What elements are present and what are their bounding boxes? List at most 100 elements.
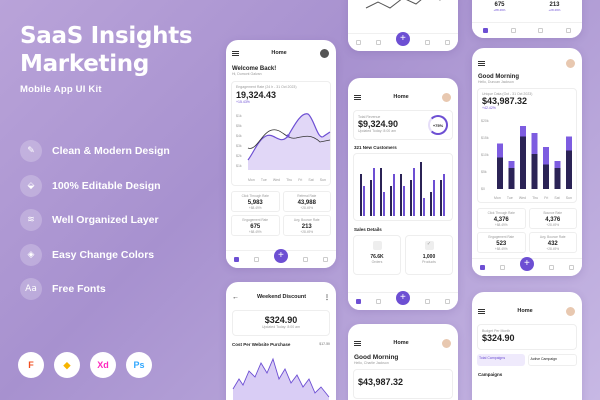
x-tick: Sat [308,178,314,182]
avatar[interactable] [565,305,576,317]
sales-card-orders[interactable]: 76.6K Orders [353,235,401,275]
back-arrow-icon[interactable]: ← [232,293,239,301]
metric-delta: +42.42% [482,106,496,110]
unique-data-bar-light [566,136,572,151]
y-tick: $4k [236,134,242,138]
nav-profile-icon[interactable] [565,28,571,33]
tab-active-campaign[interactable]: Active Campaign [527,354,577,366]
feature-item: ≋ Well Organized Layer [20,209,170,231]
stat-label: Bounce Rate [543,211,562,215]
menu-icon[interactable] [354,94,361,100]
sales-card-products[interactable]: ✓ 1,000 Products [405,235,453,275]
nav-chart-icon[interactable] [375,40,381,45]
revenue-label: Total Revenue [358,115,381,119]
greeting: Welcome Back! [232,66,277,72]
screen-title: Home [393,94,409,100]
sales-label: Orders [371,260,383,264]
add-button[interactable]: + [395,290,410,305]
menu-icon[interactable] [354,340,361,346]
nav-home-icon[interactable] [355,40,361,45]
avatar[interactable] [565,57,576,69]
nav-home-icon[interactable] [233,257,239,262]
stat-label: Avg. Bounce Rate [293,218,320,222]
nav-bell-icon[interactable] [549,265,555,270]
feature-item: ◈ Easy Change Colors [20,243,170,266]
y-tick: $5k [481,170,487,174]
stat-value: 675 [494,2,505,8]
add-button[interactable]: + [519,256,534,271]
bottom-nav [472,22,582,38]
stat-delta: +28.49% [548,8,561,12]
nav-chart-icon[interactable] [499,265,505,270]
stat-grid: Click Through Rate 5,983 +88.49% Referral … [226,191,336,236]
nav-chart-icon[interactable] [253,257,259,262]
unique-data-bars [497,126,572,189]
stat-grid: Click Through Rate 4,376 +88.49% Bounce Ra… [472,208,582,253]
y-tick: $2k [236,154,242,158]
customers-bar-light [403,186,405,216]
nav-bell-icon[interactable] [425,299,431,304]
stat-card[interactable]: Avg. Bounce Rate 213 +28.49% [282,215,331,236]
avatar[interactable] [441,91,452,103]
engagement-card: Engagement Rate (24 h - 31 Oct 2023) 19,… [231,81,331,186]
customers-bar-light [443,174,445,216]
menu-icon[interactable] [232,50,239,56]
hero-subtitle: Mobile App UI Kit [20,84,102,95]
feature-item: ⬙ 100% Editable Design [20,174,170,197]
nav-profile-icon[interactable] [445,40,451,45]
add-button[interactable]: + [273,248,288,263]
nav-profile-icon[interactable] [445,299,451,304]
stat-card[interactable]: Click Through Rate 4,376 +88.49% [477,208,526,229]
check-icon: ✓ [424,241,434,250]
stat-card[interactable]: Engagement Rate 523 +88.49% [477,232,526,253]
line-chart-fragment [365,0,441,9]
stat-card[interactable]: Bounce Rate 4,376 +28.49% [528,208,577,229]
stat-card[interactable]: Referral Rate 43,988 +28.49% [282,191,331,212]
engagement-label: Engagement Rate (24 h - 31 Oct 2023) [236,85,297,89]
nav-profile-icon[interactable] [569,265,575,270]
stat-value: 5,983 [247,200,263,206]
avatar[interactable] [319,47,330,59]
x-tick: Fri [544,196,549,200]
budget-label: Budget Per Month [482,329,511,333]
x-tick: Sun [319,178,326,182]
avatar[interactable] [441,337,452,349]
y-tick: $1k [236,114,242,118]
nav-chart-icon[interactable] [375,299,381,304]
nav-bell-icon[interactable] [538,28,544,33]
feature-item: ✎ Clean & Modern Design [20,140,170,162]
more-icon[interactable]: ⋮ [323,294,330,301]
nav-home-icon[interactable] [479,265,485,270]
metric-value: $43,987.32 [358,377,404,387]
metric-label: Unique Data (Oct - 31 Oct 2023) [482,92,533,96]
nav-chart-icon[interactable] [510,28,516,33]
tab-total-campaigns[interactable]: Total Campaigns [477,354,525,366]
add-button[interactable]: + [395,31,410,46]
customers-bar-dark [410,180,412,216]
x-tick: Wed [272,178,281,182]
stat-delta: +88.49% [248,206,262,210]
greeting-sub: Hello, Duncan Jackson [478,80,514,84]
stat-value: 4,376 [493,217,509,223]
stat-value: 4,376 [545,217,561,223]
nav-bell-icon[interactable] [303,257,309,262]
nav-bell-icon[interactable] [425,40,431,45]
customers-bar-dark [400,174,402,216]
phone-good-morning-2: Home Good Morning Hello, Charlie Jackson… [348,324,458,400]
nav-home-icon[interactable] [483,28,489,33]
y-tick: $5k [236,124,242,128]
unique-data-bar-dark [566,150,572,189]
menu-icon[interactable] [478,60,485,66]
greeting: Good Morning [354,354,399,361]
stat-card[interactable]: Engagement Rate 675 +88.49% [231,215,280,236]
nav-home-icon[interactable] [355,299,361,304]
sales-value: 76.6K [370,254,384,260]
menu-icon[interactable] [478,308,485,314]
stat-card[interactable]: Avg. Bounce Rate 432 +28.49% [528,232,577,253]
unique-data-bar-dark [520,136,526,189]
figma-icon: F [18,352,44,378]
stat-card[interactable]: Click Through Rate 5,983 +88.49% [231,191,280,212]
sales-label: Products [422,260,436,264]
y-tick: $20k [481,119,489,123]
nav-profile-icon[interactable] [323,257,329,262]
